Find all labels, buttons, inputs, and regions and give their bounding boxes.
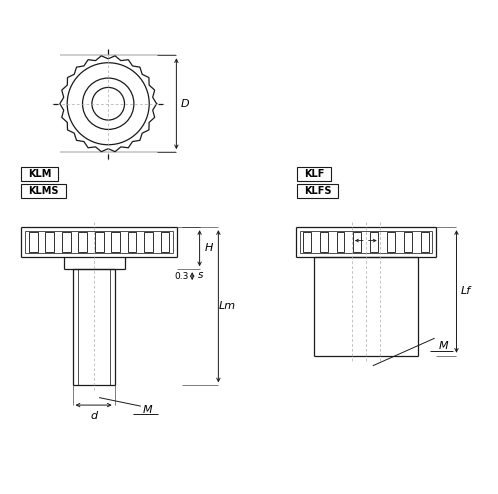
Bar	[371, 232, 378, 252]
Bar	[95, 232, 104, 252]
Bar	[111, 232, 120, 252]
Text: KLM: KLM	[28, 169, 51, 179]
Text: M: M	[143, 405, 152, 415]
Bar	[45, 232, 54, 252]
Bar	[78, 232, 87, 252]
Bar	[354, 232, 362, 252]
Bar	[320, 232, 328, 252]
Text: d: d	[90, 411, 97, 421]
Text: KLMS: KLMS	[28, 186, 59, 196]
Bar	[29, 232, 37, 252]
Bar	[421, 232, 429, 252]
Bar	[144, 232, 153, 252]
Bar	[404, 232, 412, 252]
Text: 0.3: 0.3	[174, 272, 189, 281]
Text: Lm: Lm	[219, 301, 236, 311]
Text: KLFS: KLFS	[304, 186, 331, 196]
Text: M: M	[438, 341, 448, 351]
Bar	[337, 232, 345, 252]
Text: KLF: KLF	[304, 169, 324, 179]
Bar	[297, 167, 331, 181]
Bar	[387, 232, 395, 252]
Bar	[21, 184, 66, 198]
Text: H: H	[204, 243, 213, 253]
Bar	[21, 167, 58, 181]
Bar	[62, 232, 71, 252]
Bar	[303, 232, 311, 252]
Text: Lf: Lf	[460, 287, 471, 296]
Bar	[160, 232, 169, 252]
Bar	[297, 184, 338, 198]
Text: s: s	[197, 270, 203, 280]
Text: D: D	[181, 99, 190, 109]
Bar	[127, 232, 136, 252]
